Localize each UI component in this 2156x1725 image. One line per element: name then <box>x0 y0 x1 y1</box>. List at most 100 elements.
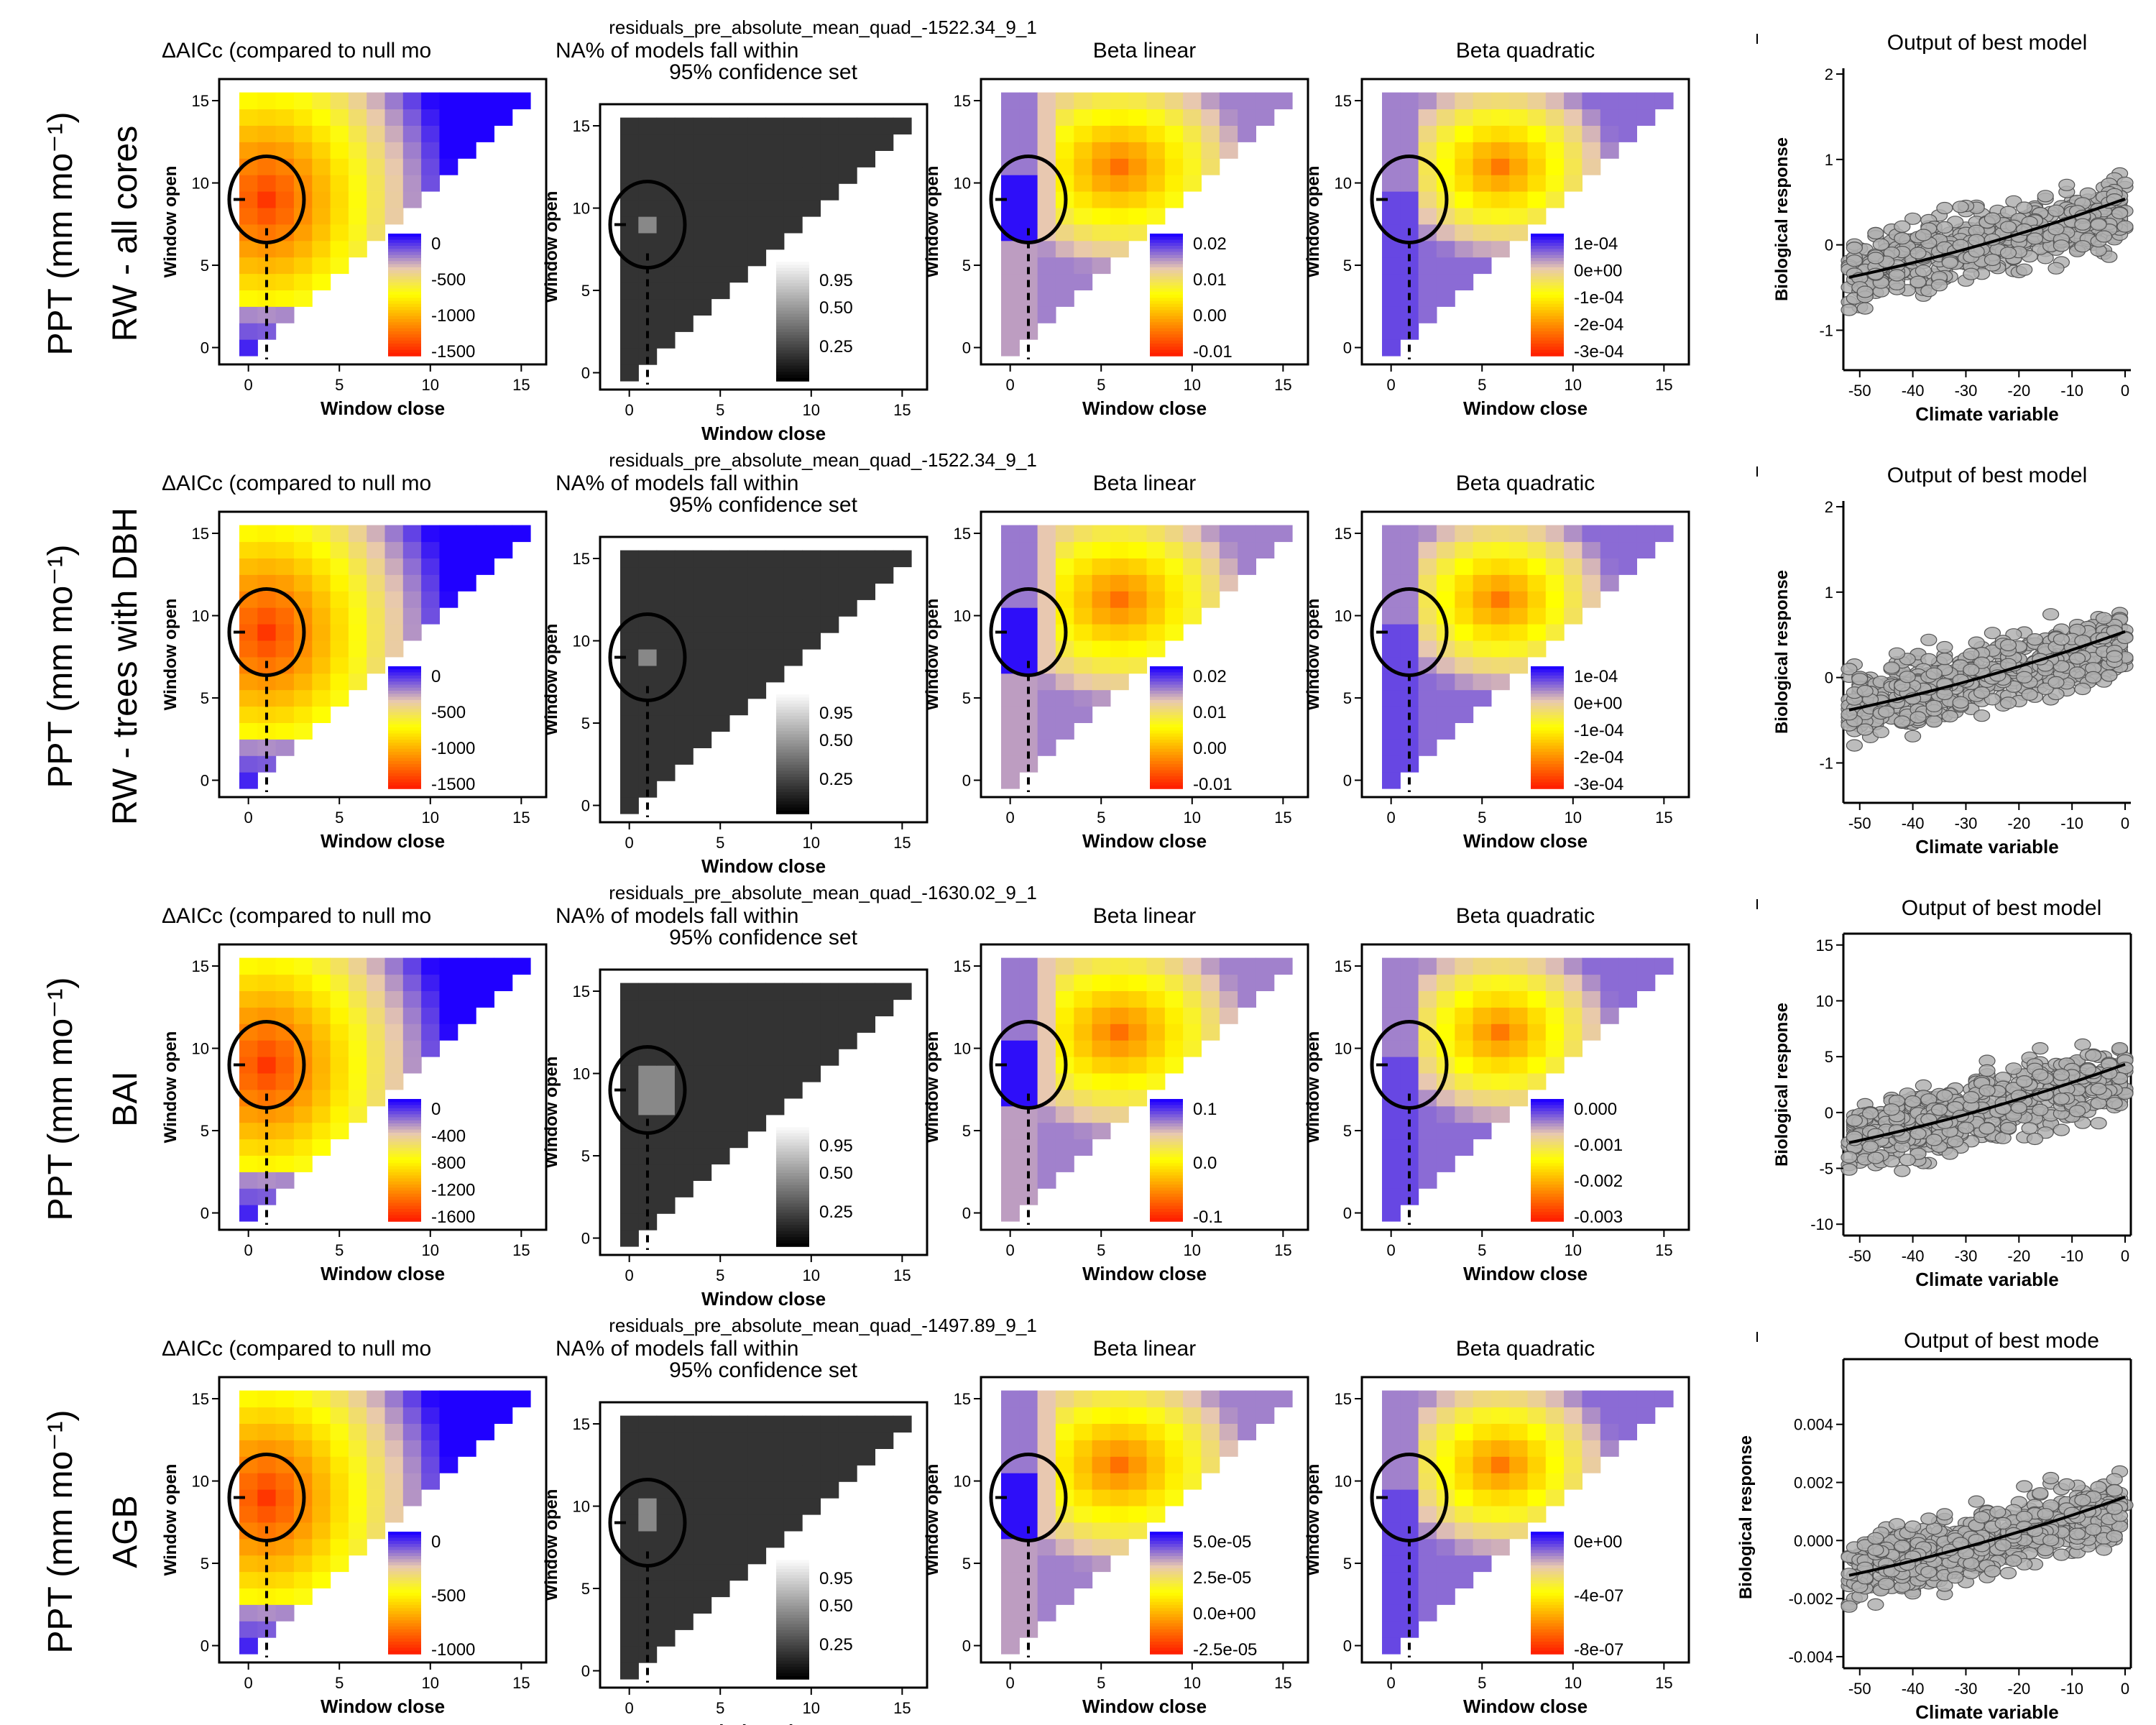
heatmap-cell <box>638 1098 658 1116</box>
legend-swatch <box>1150 733 1183 737</box>
heatmap-cell <box>638 183 658 201</box>
scatter-point <box>1941 709 1958 723</box>
legend-swatch <box>388 1629 421 1633</box>
heatmap-cell <box>1473 142 1492 159</box>
heatmap-cell <box>765 150 785 167</box>
heatmap-cell <box>1382 1105 1401 1123</box>
heatmap-cell <box>1001 1105 1020 1123</box>
heatmap-cell <box>384 191 404 208</box>
heatmap-cell <box>729 632 748 650</box>
heatmap-cell <box>275 1007 295 1024</box>
heatmap-cell <box>1055 1440 1074 1457</box>
heatmap-cell <box>348 1505 367 1523</box>
heatmap-cell <box>330 158 349 175</box>
heatmap-cell <box>348 1024 367 1041</box>
legend-swatch <box>776 753 809 756</box>
legend-swatch <box>388 767 421 771</box>
heatmap-cell <box>421 957 440 975</box>
heatmap-cell <box>1019 306 1038 323</box>
x-tick-label: -30 <box>1955 814 1978 832</box>
heatmap-cell <box>1219 1390 1238 1408</box>
heatmap-cell <box>1019 1057 1038 1074</box>
heatmap-cell <box>1545 175 1565 192</box>
legend-swatch <box>1531 1202 1564 1207</box>
heatmap-cell <box>711 999 730 1016</box>
heatmap-cell <box>1491 158 1510 175</box>
pct-title-line1: NA% of models fall within <box>556 39 798 63</box>
heatmap-cell <box>674 1131 694 1149</box>
legend-swatch <box>388 727 421 731</box>
heatmap-cell <box>1019 755 1038 773</box>
heatmap-cell <box>257 624 277 641</box>
heatmap-cell <box>1092 541 1111 558</box>
legend-swatch <box>776 338 809 342</box>
x-tick-label: 10 <box>422 1674 439 1692</box>
heatmap-cell <box>1164 574 1184 592</box>
heatmap-cell <box>674 249 694 267</box>
scatter-point <box>1941 256 1958 269</box>
y-axis-label: Window open <box>923 599 942 711</box>
heatmap-cell <box>384 974 404 991</box>
heatmap-cell <box>330 1040 349 1057</box>
legend-tick-label: 0.25 <box>819 1202 853 1222</box>
legend-swatch <box>1150 276 1183 280</box>
heatmap-cell <box>693 1065 712 1082</box>
legend-tick-label: 0.25 <box>819 337 853 356</box>
heatmap-cell <box>1418 640 1437 658</box>
heatmap-cell <box>802 566 821 584</box>
heatmap-cell <box>348 1538 367 1556</box>
heatmap-cell <box>1473 574 1492 592</box>
heatmap-cell <box>239 640 258 658</box>
scatter-point <box>1909 275 1927 288</box>
legend-swatch <box>388 310 421 314</box>
heatmap-cell <box>1037 1440 1056 1457</box>
heatmap-cell <box>1055 574 1074 592</box>
heatmap-cell <box>1219 574 1238 592</box>
legend-swatch <box>388 1586 421 1591</box>
heatmap-cell <box>1128 1057 1148 1074</box>
heatmap-cell <box>620 1180 639 1197</box>
y-axis-label: Biological response <box>1772 137 1792 301</box>
heatmap-cell <box>239 1555 258 1573</box>
heatmap-cell <box>747 117 767 135</box>
heatmap-cell <box>802 200 821 217</box>
heatmap-cell <box>1201 142 1220 159</box>
heatmap-cell <box>257 673 277 691</box>
legend-swatch <box>388 1105 421 1109</box>
legend-swatch <box>1150 669 1183 673</box>
heatmap-cell <box>1509 207 1529 225</box>
heatmap-cell <box>312 706 331 723</box>
heatmap-cell <box>293 1571 313 1588</box>
heatmap-cell <box>1418 990 1437 1008</box>
heatmap-cell <box>1019 1423 1038 1440</box>
heatmap-cell <box>1164 1007 1184 1024</box>
heatmap-cell <box>1037 689 1056 707</box>
heatmap-cell <box>1455 591 1474 608</box>
heatmap-cell <box>1110 1423 1129 1440</box>
x-tick-label: 0 <box>244 809 253 827</box>
heatmap-cell <box>674 616 694 633</box>
scatter-point <box>1999 1121 2017 1135</box>
x-tick-label: -30 <box>1955 382 1978 400</box>
scatter-point <box>1930 1103 1948 1116</box>
heatmap-cell <box>1037 1555 1056 1573</box>
legend-swatch <box>776 377 809 382</box>
heatmap-cell <box>239 1423 258 1440</box>
legend-swatch <box>1150 273 1183 277</box>
heatmap-cell <box>1219 109 1238 126</box>
legend-swatch <box>776 789 809 793</box>
heatmap-cell <box>1092 175 1111 192</box>
heatmap-cell <box>257 755 277 773</box>
heatmap-cell <box>729 599 748 617</box>
legend-swatch <box>388 295 421 298</box>
heatmap-cell <box>857 550 875 568</box>
heatmap-cell <box>1527 558 1547 575</box>
heatmap-cell <box>693 1114 712 1132</box>
legend-swatch <box>776 283 809 287</box>
legend-swatch <box>388 736 421 740</box>
heatmap-cell <box>1545 541 1565 558</box>
heatmap-cell <box>1092 1072 1111 1090</box>
heatmap-cell <box>1128 109 1148 126</box>
heatmap-cell <box>1146 142 1166 159</box>
